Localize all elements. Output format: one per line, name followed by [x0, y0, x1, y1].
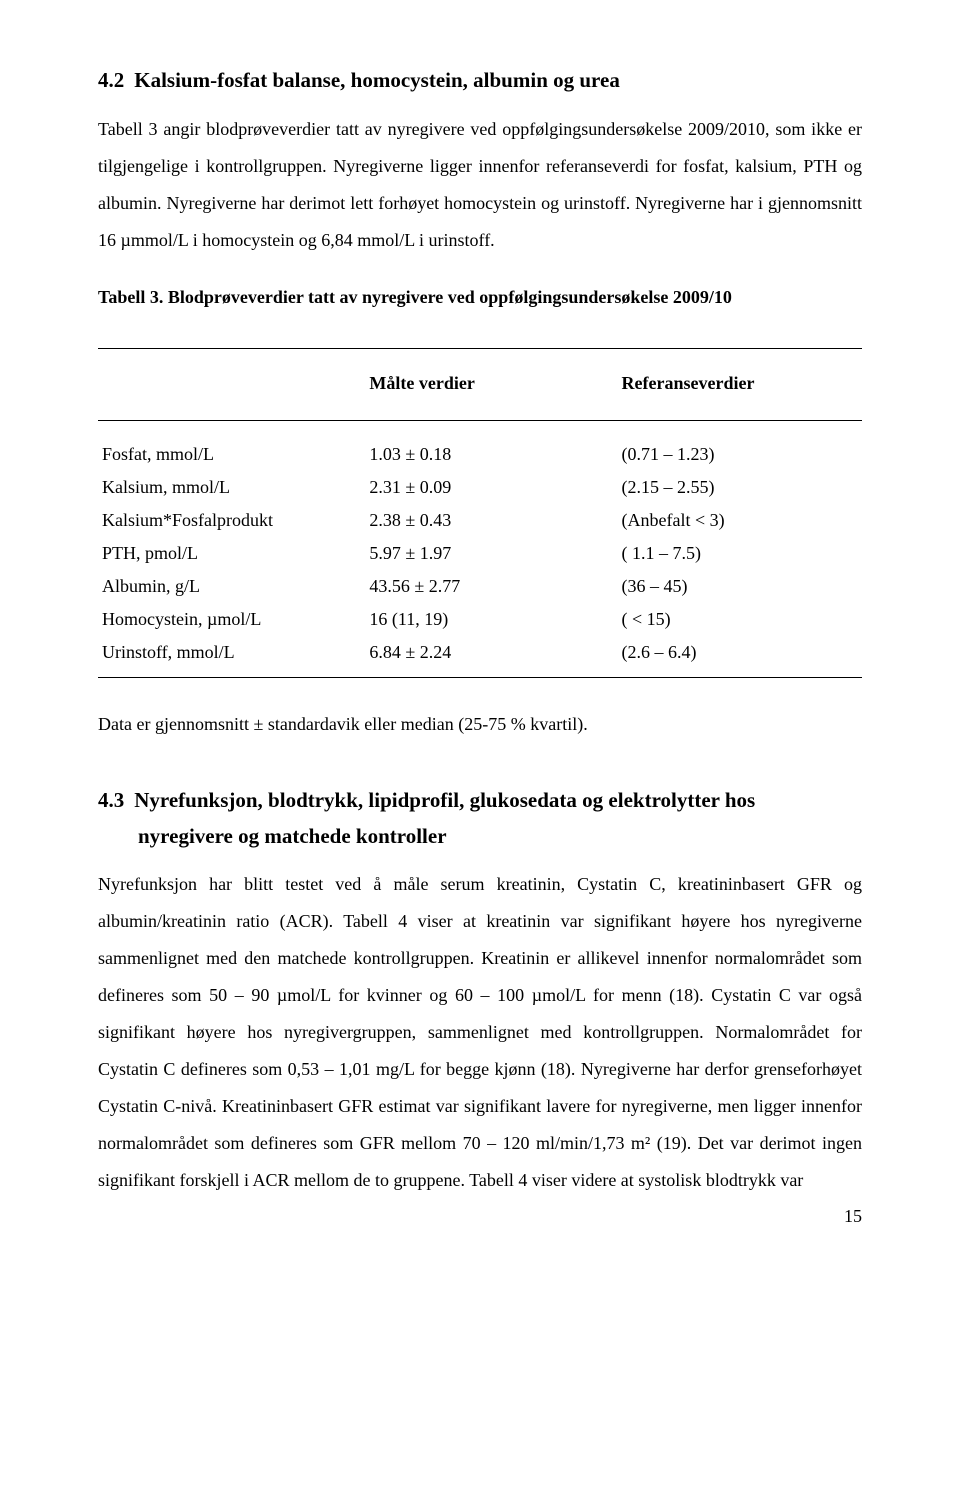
row-ref: (Anbefalt < 3)	[618, 504, 863, 537]
section-4-3-heading: 4.3 Nyrefunksjon, blodtrykk, lipidprofil,…	[98, 783, 862, 854]
row-value: 2.38 ± 0.43	[365, 504, 617, 537]
row-label: Homocystein, µmol/L	[98, 603, 365, 636]
row-value: 16 (11, 19)	[365, 603, 617, 636]
table-3-caption: Tabell 3. Blodprøveverdier tatt av nyreg…	[98, 287, 862, 308]
row-label: Kalsium*Fosfalprodukt	[98, 504, 365, 537]
row-value: 1.03 ± 0.18	[365, 438, 617, 471]
section-4-2-paragraph: Tabell 3 angir blodprøveverdier tatt av …	[98, 111, 862, 259]
section-number: 4.3	[98, 783, 124, 819]
row-label: Fosfat, mmol/L	[98, 438, 365, 471]
table-row: Fosfat, mmol/L 1.03 ± 0.18 (0.71 – 1.23)	[98, 438, 862, 471]
header-reference-text: Referanseverdier	[622, 373, 755, 393]
page: 4.2 Kalsium-fosfat balanse, homocystein, …	[0, 0, 960, 1277]
row-value: 5.97 ± 1.97	[365, 537, 617, 570]
row-value: 2.31 ± 0.09	[365, 471, 617, 504]
table-3: Målte verdier Referanseverdier Fosfat, m…	[98, 348, 862, 679]
header-measured-text: Målte verdier	[369, 373, 474, 393]
table-row: PTH, pmol/L 5.97 ± 1.97 ( 1.1 – 7.5)	[98, 537, 862, 570]
table-header-row: Målte verdier Referanseverdier	[98, 348, 862, 420]
section-4-2-heading: 4.2 Kalsium-fosfat balanse, homocystein, …	[98, 68, 862, 93]
section-title-line2: nyregivere og matchede kontroller	[98, 819, 862, 855]
row-value: 43.56 ± 2.77	[365, 570, 617, 603]
row-ref: ( 1.1 – 7.5)	[618, 537, 863, 570]
page-number: 15	[98, 1206, 862, 1227]
table-row: Albumin, g/L 43.56 ± 2.77 (36 – 45)	[98, 570, 862, 603]
table-row: Homocystein, µmol/L 16 (11, 19) ( < 15)	[98, 603, 862, 636]
table-row: Kalsium, mmol/L 2.31 ± 0.09 (2.15 – 2.55…	[98, 471, 862, 504]
table-3-note: Data er gjennomsnitt ± standardavik elle…	[98, 714, 862, 735]
row-label: PTH, pmol/L	[98, 537, 365, 570]
row-ref: (0.71 – 1.23)	[618, 438, 863, 471]
table-header-reference: Referanseverdier	[618, 348, 863, 420]
row-value: 6.84 ± 2.24	[365, 636, 617, 678]
section-4-3-paragraph: Nyrefunksjon har blitt testet ved å måle…	[98, 866, 862, 1198]
row-label: Albumin, g/L	[98, 570, 365, 603]
row-ref: (2.6 – 6.4)	[618, 636, 863, 678]
row-ref: (36 – 45)	[618, 570, 863, 603]
table-row	[98, 420, 862, 438]
row-ref: ( < 15)	[618, 603, 863, 636]
row-ref: (2.15 – 2.55)	[618, 471, 863, 504]
table-header-measured: Målte verdier	[365, 348, 617, 420]
row-label: Urinstoff, mmol/L	[98, 636, 365, 678]
table-row: Urinstoff, mmol/L 6.84 ± 2.24 (2.6 – 6.4…	[98, 636, 862, 678]
section-number: 4.2	[98, 68, 124, 93]
section-title: Kalsium-fosfat balanse, homocystein, alb…	[134, 68, 620, 92]
table-caption-text: Blodprøveverdier tatt av nyregivere ved …	[168, 287, 732, 307]
row-label: Kalsium, mmol/L	[98, 471, 365, 504]
table-header-empty	[98, 348, 365, 420]
table-row: Kalsium*Fosfalprodukt 2.38 ± 0.43 (Anbef…	[98, 504, 862, 537]
table-label: Tabell 3.	[98, 287, 163, 307]
section-title-line1: Nyrefunksjon, blodtrykk, lipidprofil, gl…	[134, 788, 755, 812]
